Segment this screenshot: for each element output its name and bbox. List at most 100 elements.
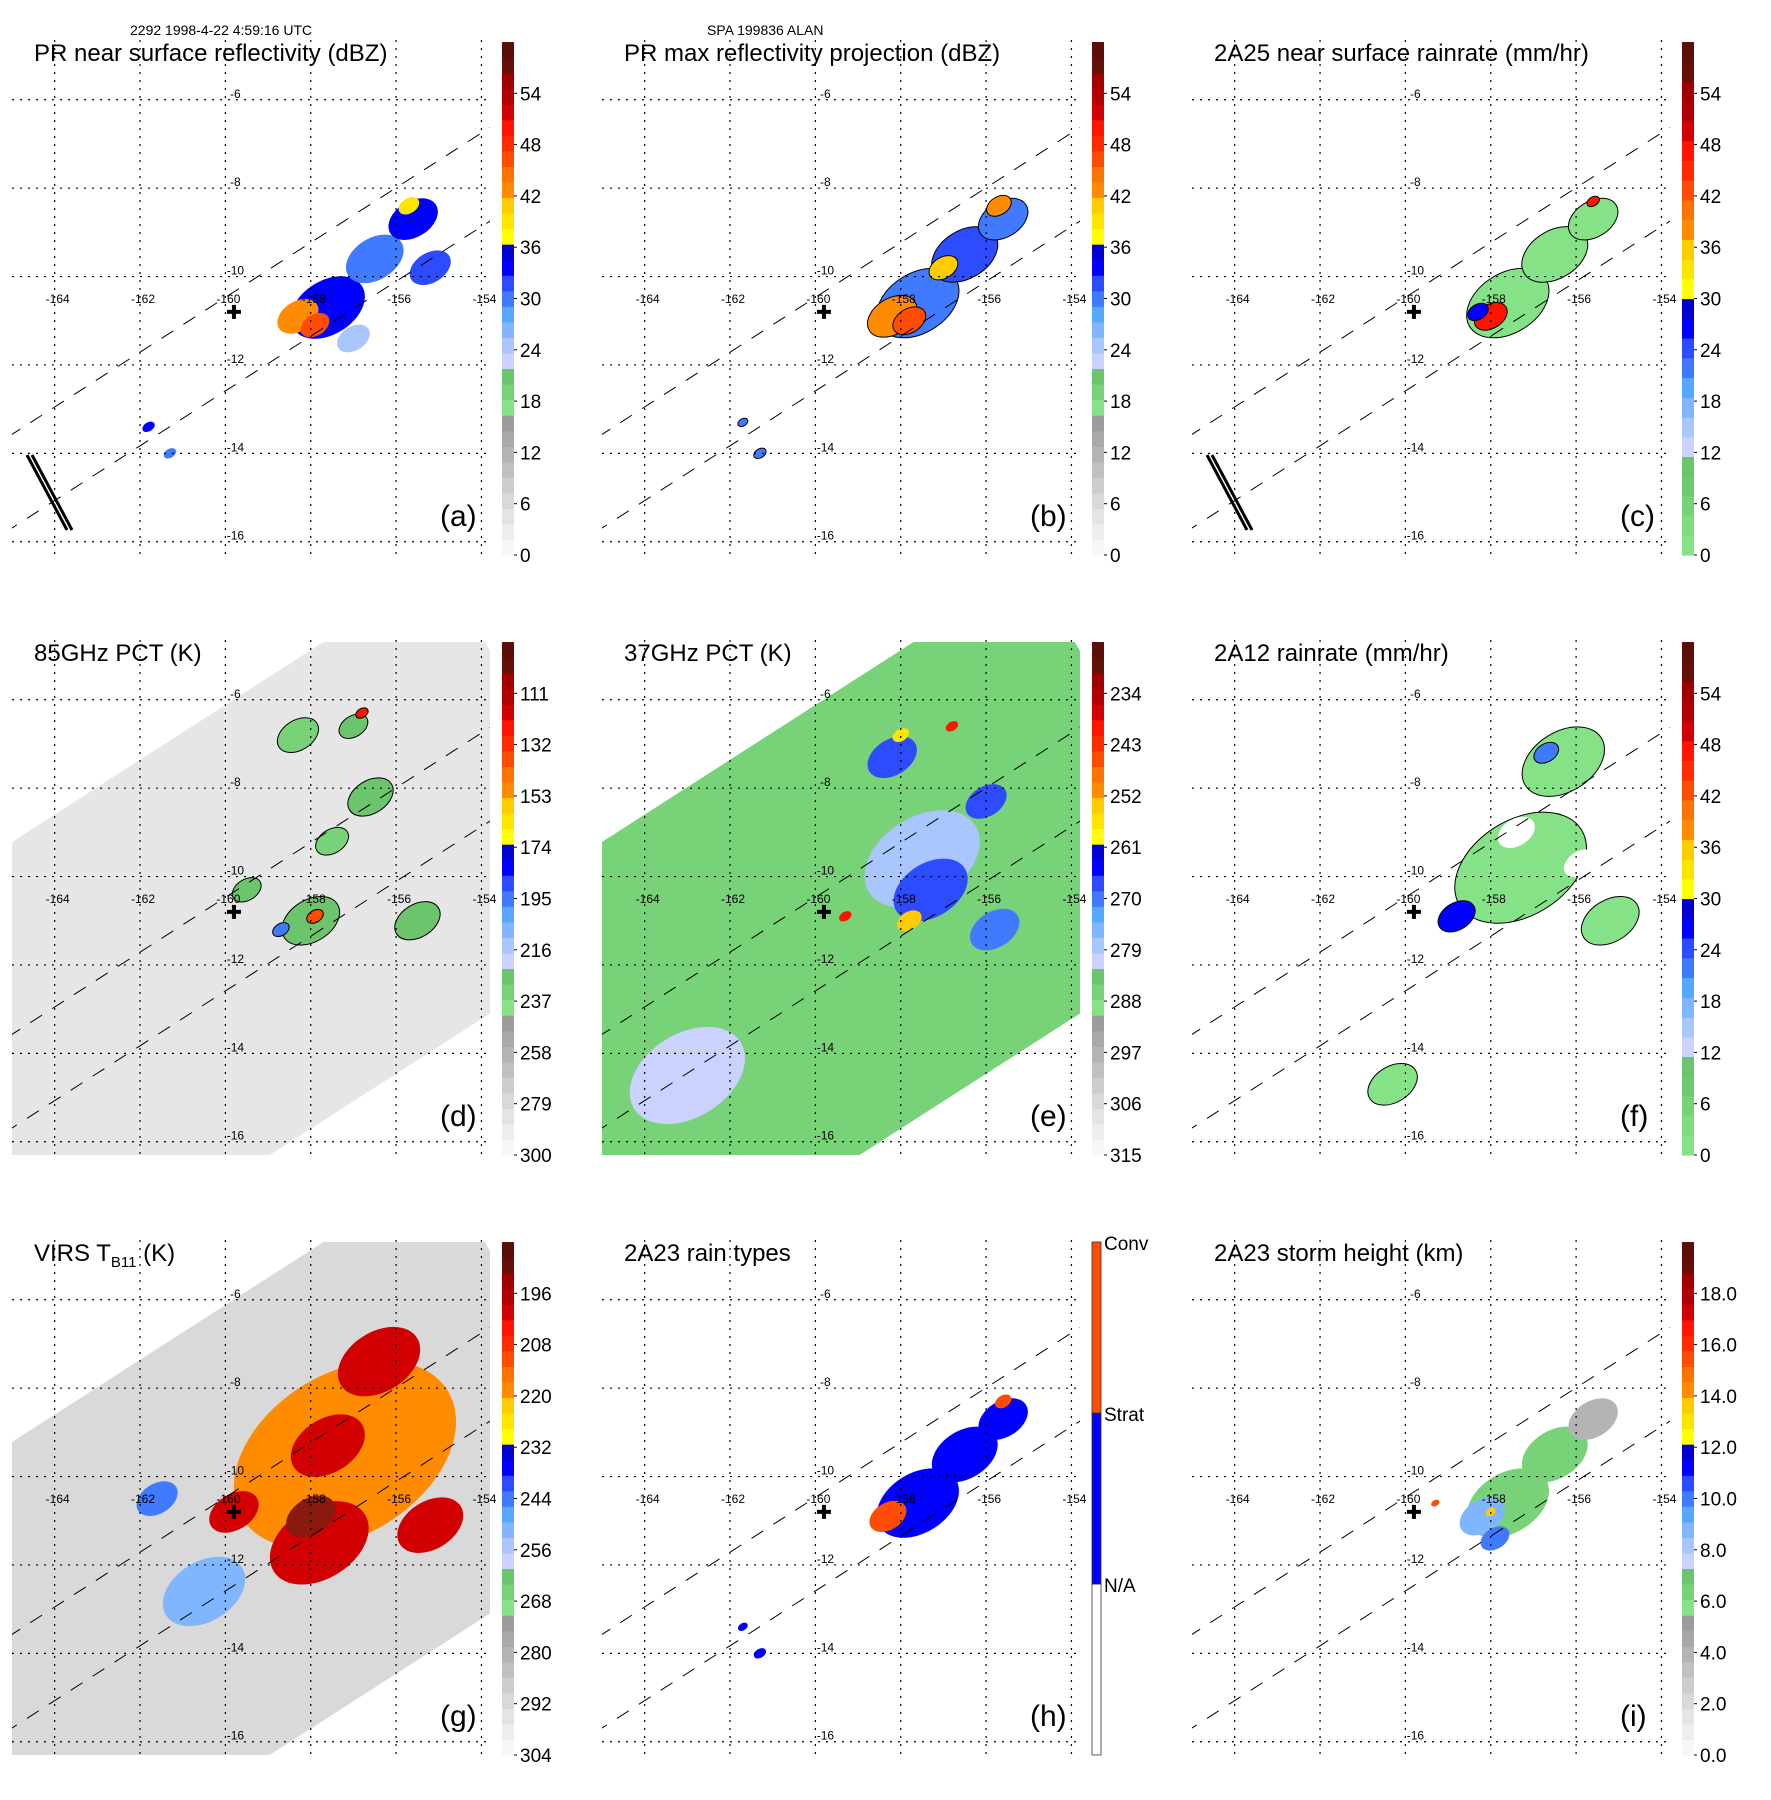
lat-tick-label: -10 xyxy=(817,1464,835,1478)
colorbar-a: 0 6 12 18 24 30 36 42 48 54 xyxy=(502,42,542,567)
lat-tick-label: -8 xyxy=(1410,775,1421,789)
colorbar-tick-label: 12 xyxy=(1700,1043,1721,1064)
colorbar-swatch xyxy=(1682,436,1694,457)
lat-tick-label: -10 xyxy=(227,264,245,278)
colorbar-swatch xyxy=(1682,799,1694,821)
colorbar-swatch xyxy=(1682,1646,1694,1663)
panel-title-text: PR near surface reflectivity (dBZ) xyxy=(34,40,388,67)
colorbar-tick-label: 4.0 xyxy=(1700,1643,1726,1664)
precip-cell xyxy=(869,1500,907,1532)
colorbar-swatch xyxy=(1682,1319,1694,1336)
colorbar-swatch xyxy=(502,1381,514,1399)
colorbar-swatch xyxy=(1092,259,1104,276)
colorbar-swatch xyxy=(502,1304,514,1321)
precip-cell xyxy=(867,736,917,779)
colorbar-tick-label: 48 xyxy=(520,136,541,157)
swath-edge-line xyxy=(602,726,1080,1035)
colorbar-swatch xyxy=(1682,476,1694,497)
colorbar-swatch xyxy=(1682,1257,1694,1274)
colorbar-swatch xyxy=(502,523,514,541)
precip-cell xyxy=(1567,197,1619,241)
colorbar-swatch xyxy=(1682,278,1694,300)
precip-cell xyxy=(1533,741,1560,764)
lat-tick-label: -12 xyxy=(817,352,835,366)
colorbar-swatch xyxy=(502,306,514,323)
lat-tick-label: -6 xyxy=(230,1287,241,1301)
colorbar-tick-label: 0 xyxy=(1110,546,1121,567)
lat-tick-label: -6 xyxy=(820,687,831,701)
colorbar-tick-label: 268 xyxy=(520,1592,552,1613)
map-plot-a: -164 -162 -160 -158 -156 -154-6-8-10-12-14-16… xyxy=(12,40,542,567)
lon-tick-label: -158 xyxy=(892,892,916,906)
colorbar-swatch xyxy=(1092,766,1104,783)
colorbar-swatch xyxy=(1682,1076,1694,1097)
colorbar-swatch xyxy=(1092,368,1104,385)
lon-tick-label: -156 xyxy=(387,292,411,306)
precip-cell xyxy=(276,717,320,753)
colorbar-swatch xyxy=(1092,197,1104,214)
colorbar-swatch xyxy=(502,1030,514,1047)
colorbar-tick-label: 18.0 xyxy=(1700,1284,1737,1305)
lat-tick-label: -16 xyxy=(817,1129,835,1143)
lon-tick-label: -164 xyxy=(1226,1492,1250,1506)
colorbar-swatch xyxy=(502,290,514,307)
colorbar-swatch xyxy=(1092,213,1104,230)
colorbar-swatch xyxy=(1682,819,1694,840)
precip-cell xyxy=(737,417,749,428)
lat-tick-label: -10 xyxy=(227,864,245,878)
colorbar-tick-label: 8.0 xyxy=(1700,1541,1726,1562)
colorbar-tick-label: 24 xyxy=(1110,341,1132,362)
colorbar-swatch xyxy=(1682,1444,1694,1461)
lon-tick-label: -160 xyxy=(806,892,830,906)
colorbar-c: 0 6 12 18 24 30 36 42 48 54 xyxy=(1682,42,1722,567)
colorbar-swatch xyxy=(502,1061,514,1078)
colorbar-swatch xyxy=(1092,1046,1104,1063)
colorbar-swatch xyxy=(502,1677,514,1694)
colorbar-swatch xyxy=(502,1319,514,1336)
map-plot-b: -164 -162 -160 -158 -156 -154-6-8-10-12-14-16… xyxy=(602,40,1132,567)
colorbar-swatch xyxy=(502,368,514,385)
lon-tick-label: -164 xyxy=(46,292,70,306)
lon-tick-label: -154 xyxy=(472,292,496,306)
colorbar-tick-label: 24 xyxy=(520,341,542,362)
colorbar-swatch xyxy=(1682,1016,1694,1038)
lon-tick-label: -162 xyxy=(1311,892,1335,906)
colorbar-tick-label: 36 xyxy=(1700,838,1721,859)
colorbar-f: 0 6 12 18 24 30 36 42 48 54 xyxy=(1682,642,1722,1167)
colorbar-tick-label: 279 xyxy=(520,1095,552,1116)
colorbar-tick-label: 30 xyxy=(520,290,541,311)
swath-edge-line xyxy=(1192,1420,1670,1729)
lon-tick-label: -154 xyxy=(1652,292,1676,306)
colorbar-tick-label: 280 xyxy=(520,1643,552,1664)
colorbar-tick-label: 6 xyxy=(1700,1095,1711,1116)
colorbar-swatch xyxy=(502,657,514,674)
swath-edge-line xyxy=(12,126,490,435)
precip-cell xyxy=(136,1481,178,1517)
lat-tick-label: -14 xyxy=(817,1640,835,1654)
precip-cell xyxy=(231,877,262,903)
lon-tick-label: -160 xyxy=(216,1492,240,1506)
precip-cell xyxy=(931,1426,998,1483)
lon-tick-label: -154 xyxy=(472,892,496,906)
lon-tick-label: -154 xyxy=(1652,892,1676,906)
colorbar-swatch xyxy=(1092,1077,1104,1094)
precip-cell xyxy=(892,728,909,743)
colorbar-swatch xyxy=(1092,415,1104,432)
storm-center-cross-icon xyxy=(1406,304,1421,319)
colorbar-swatch xyxy=(502,984,514,1001)
colorbar-swatch xyxy=(1092,781,1104,799)
colorbar-swatch xyxy=(502,1723,514,1741)
swath-edge-line xyxy=(12,820,490,1129)
colorbar-swatch xyxy=(1682,1288,1694,1305)
precip-cell xyxy=(1586,195,1600,208)
colorbar-label: Strat xyxy=(1104,1405,1145,1426)
header-left: 2292 1998-4-22 4:59:16 UTC xyxy=(130,22,313,38)
colorbar-swatch xyxy=(1092,859,1104,876)
lat-tick-label: -16 xyxy=(817,1729,835,1743)
colorbar-swatch xyxy=(502,719,514,736)
colorbar-swatch xyxy=(1682,219,1694,240)
lat-tick-label: -16 xyxy=(1407,1129,1425,1143)
colorbar-swatch xyxy=(1682,1708,1694,1725)
colorbar-swatch xyxy=(1682,701,1694,722)
colorbar-swatch xyxy=(1092,166,1104,183)
